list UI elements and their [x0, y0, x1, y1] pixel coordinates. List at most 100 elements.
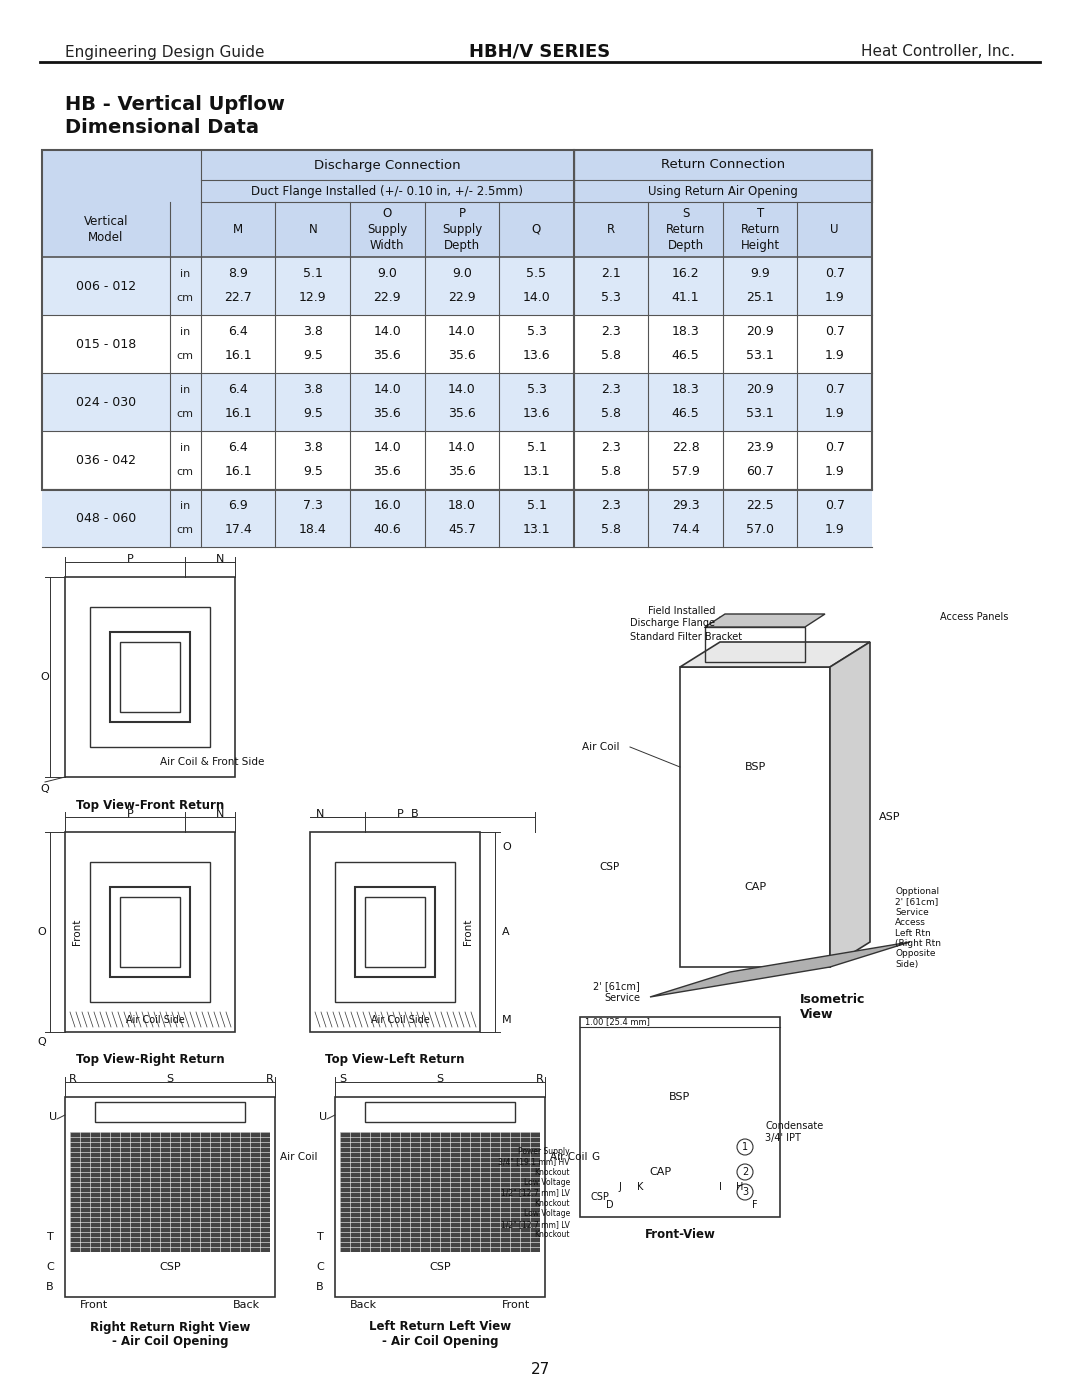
- Text: Engineering Design Guide: Engineering Design Guide: [65, 45, 265, 60]
- Text: P: P: [126, 809, 133, 819]
- Text: Opptional
2' [61cm]
Service
Access
Left Rtn
(Right Rtn
Opposite
Side): Opptional 2' [61cm] Service Access Left …: [895, 887, 941, 968]
- Text: 8.9: 8.9: [228, 267, 248, 279]
- Text: T: T: [316, 1232, 323, 1242]
- Text: A: A: [502, 928, 510, 937]
- Text: H: H: [737, 1182, 744, 1192]
- Text: 14.0: 14.0: [448, 324, 476, 338]
- Text: 25.1: 25.1: [746, 291, 774, 305]
- Text: CSP: CSP: [429, 1261, 450, 1273]
- Text: 20.9: 20.9: [746, 324, 774, 338]
- Text: 5.8: 5.8: [602, 465, 621, 478]
- Bar: [90, 862, 210, 1002]
- Text: O: O: [502, 842, 511, 852]
- Text: 18.3: 18.3: [672, 383, 700, 395]
- Text: 2.1: 2.1: [602, 267, 621, 279]
- Bar: [90, 608, 210, 747]
- Text: 27: 27: [530, 1362, 550, 1377]
- Text: Power Supply
3/4" [19.1 mm] HV
Knockout
Low Voltage
1/2" [12.7 mm] LV
Knockout
L: Power Supply 3/4" [19.1 mm] HV Knockout …: [499, 1147, 570, 1239]
- Text: Using Return Air Opening: Using Return Air Opening: [648, 184, 798, 197]
- Text: 9.0: 9.0: [451, 267, 472, 279]
- Text: 14.0: 14.0: [374, 383, 401, 395]
- Text: Return Connection: Return Connection: [661, 158, 785, 172]
- Text: 35.6: 35.6: [374, 407, 401, 420]
- Text: G: G: [591, 1153, 599, 1162]
- Text: 1: 1: [742, 1141, 748, 1153]
- Text: 16.1: 16.1: [225, 465, 252, 478]
- Bar: [340, 1132, 540, 1252]
- Text: 3: 3: [742, 1187, 748, 1197]
- Text: Front: Front: [463, 919, 473, 946]
- Text: O
Supply
Width: O Supply Width: [367, 207, 407, 251]
- Text: 036 - 042: 036 - 042: [76, 454, 136, 467]
- Text: 23.9: 23.9: [746, 440, 774, 454]
- Text: S: S: [339, 1074, 347, 1084]
- Text: cm: cm: [177, 467, 193, 476]
- Text: 46.5: 46.5: [672, 407, 700, 420]
- Text: Access Panels: Access Panels: [940, 612, 1009, 622]
- Text: 17.4: 17.4: [225, 522, 252, 536]
- Bar: [65, 577, 235, 777]
- Text: in: in: [180, 327, 190, 338]
- Polygon shape: [831, 643, 870, 967]
- Text: Right Return Right View: Right Return Right View: [90, 1320, 251, 1334]
- Text: Top View-Front Return: Top View-Front Return: [76, 799, 225, 812]
- Bar: [65, 833, 235, 1032]
- Text: BSP: BSP: [670, 1092, 690, 1102]
- Text: Air Coil Side: Air Coil Side: [370, 1016, 430, 1025]
- Polygon shape: [650, 942, 910, 997]
- Text: HBH/V SERIES: HBH/V SERIES: [470, 43, 610, 61]
- Text: 2.3: 2.3: [602, 440, 621, 454]
- Text: N: N: [309, 224, 318, 236]
- Text: Duct Flange Installed (+/- 0.10 in, +/- 2.5mm): Duct Flange Installed (+/- 0.10 in, +/- …: [252, 184, 524, 197]
- Bar: [355, 887, 435, 977]
- Text: 1.9: 1.9: [825, 291, 845, 305]
- Bar: [365, 1102, 515, 1122]
- Text: 6.4: 6.4: [228, 324, 248, 338]
- Text: N: N: [216, 809, 225, 819]
- Text: 9.5: 9.5: [302, 407, 323, 420]
- Text: 53.1: 53.1: [746, 349, 774, 362]
- Text: Air Coil & Front Side: Air Coil & Front Side: [160, 757, 265, 767]
- Text: 57.9: 57.9: [672, 465, 700, 478]
- Text: 22.5: 22.5: [746, 499, 774, 511]
- Text: Isometric
View: Isometric View: [800, 993, 865, 1021]
- Text: 22.9: 22.9: [374, 291, 401, 305]
- Text: Q: Q: [41, 784, 50, 793]
- Text: 006 - 012: 006 - 012: [76, 279, 136, 292]
- Text: Top View-Left Return: Top View-Left Return: [325, 1053, 464, 1066]
- Text: 7.3: 7.3: [302, 499, 323, 511]
- Text: 0.7: 0.7: [825, 440, 845, 454]
- Text: CSP: CSP: [599, 862, 620, 872]
- Text: Front: Front: [72, 919, 82, 946]
- Text: 015 - 018: 015 - 018: [76, 338, 136, 351]
- Bar: [42, 432, 872, 489]
- Text: Left Return Left View: Left Return Left View: [369, 1320, 511, 1334]
- Bar: [42, 257, 872, 314]
- Text: 5.1: 5.1: [527, 440, 546, 454]
- Bar: [42, 373, 872, 432]
- Text: 3.8: 3.8: [302, 324, 323, 338]
- Text: Top View-Right Return: Top View-Right Return: [76, 1053, 225, 1066]
- Text: 22.7: 22.7: [225, 291, 252, 305]
- Text: 3.8: 3.8: [302, 440, 323, 454]
- Text: in: in: [180, 386, 190, 395]
- Text: U: U: [319, 1112, 327, 1122]
- Text: in: in: [180, 443, 190, 454]
- Text: - Air Coil Opening: - Air Coil Opening: [381, 1334, 498, 1348]
- Text: Front: Front: [80, 1301, 108, 1310]
- Text: 74.4: 74.4: [672, 522, 700, 536]
- Text: 20.9: 20.9: [746, 383, 774, 395]
- Text: 46.5: 46.5: [672, 349, 700, 362]
- Text: 2.3: 2.3: [602, 383, 621, 395]
- Bar: [95, 1102, 245, 1122]
- Text: B: B: [46, 1282, 54, 1292]
- Text: - Air Coil Opening: - Air Coil Opening: [111, 1334, 228, 1348]
- Text: cm: cm: [177, 408, 193, 419]
- Text: 14.0: 14.0: [448, 383, 476, 395]
- Text: 0.7: 0.7: [825, 267, 845, 279]
- Text: 35.6: 35.6: [374, 465, 401, 478]
- Text: B: B: [411, 809, 419, 819]
- Text: 024 - 030: 024 - 030: [76, 395, 136, 408]
- Text: 0.7: 0.7: [825, 499, 845, 511]
- Text: 5.3: 5.3: [527, 383, 546, 395]
